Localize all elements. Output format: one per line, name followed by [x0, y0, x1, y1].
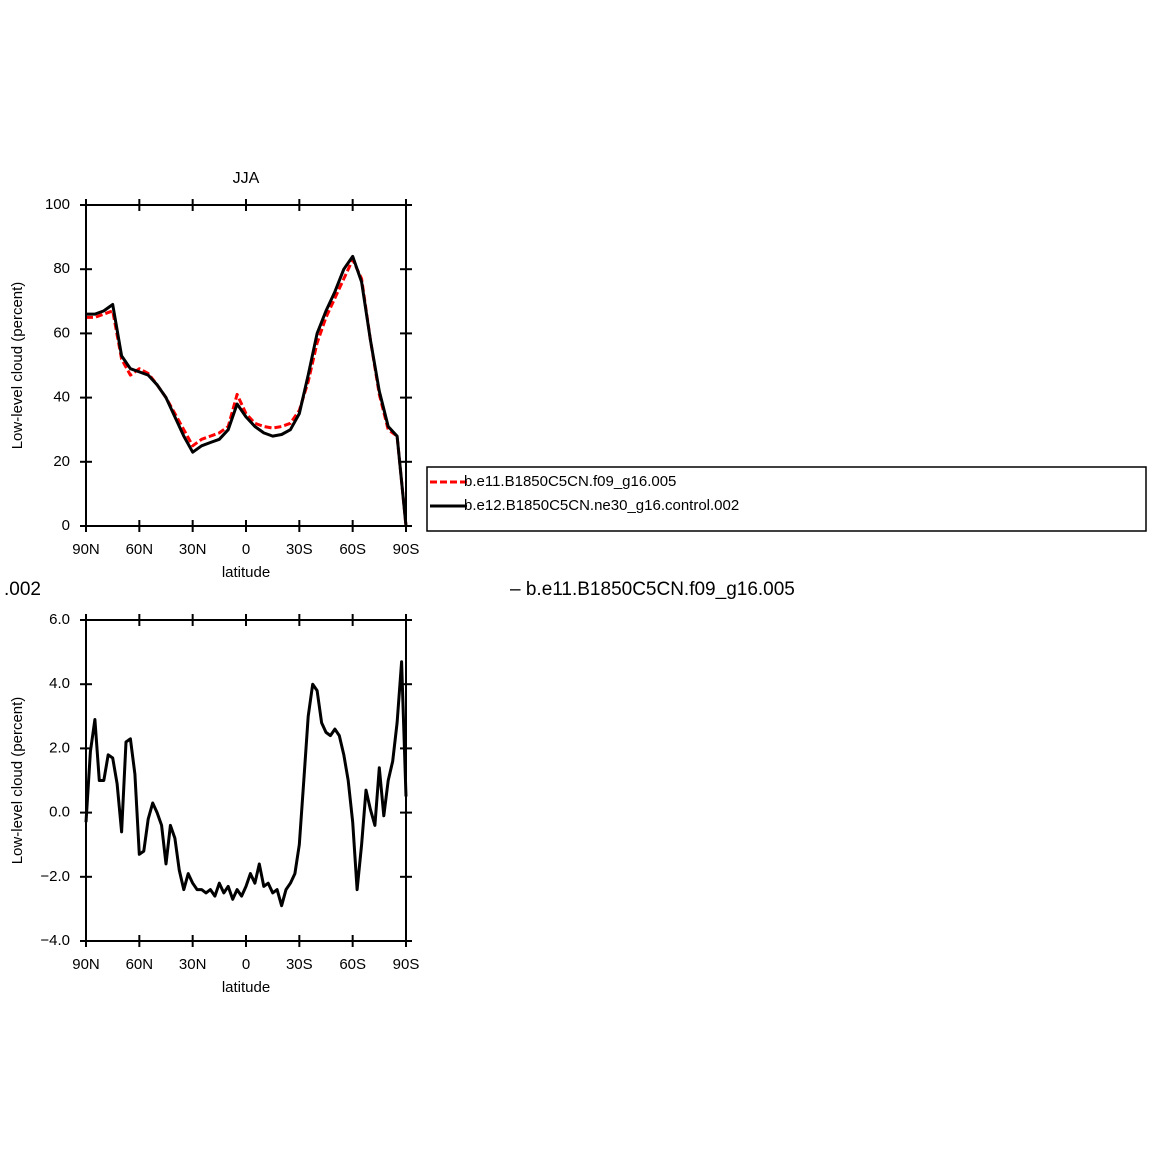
- x-tick-label: 60S: [339, 541, 366, 558]
- legend-label: b.e12.B1850C5CN.ne30_g16.control.002: [464, 497, 739, 514]
- x-axis-label: latitude: [222, 564, 270, 581]
- x-tick-label: 30N: [179, 956, 207, 973]
- chart-title: JJA: [233, 170, 260, 187]
- y-tick-label: 60: [53, 324, 70, 341]
- y-tick-label: 80: [53, 260, 70, 277]
- x-tick-label: 30N: [179, 541, 207, 558]
- x-tick-label: 30S: [286, 541, 313, 558]
- x-tick-label: 60N: [126, 956, 154, 973]
- data-line: [86, 258, 408, 527]
- x-tick-label: 90S: [393, 541, 420, 558]
- y-tick-label: 0: [62, 517, 70, 534]
- annotation: .002: [4, 579, 41, 600]
- x-tick-label: 0: [242, 541, 250, 558]
- plot-frame: [85, 204, 407, 527]
- x-tick-label: 60S: [339, 956, 366, 973]
- y-tick-label: −4.0: [40, 932, 70, 949]
- y-tick-label: 6.0: [49, 611, 70, 628]
- y-tick-label: 0.0: [49, 804, 70, 821]
- data-line: [86, 254, 408, 527]
- y-tick-label: 4.0: [49, 675, 70, 692]
- x-tick-label: 90S: [393, 956, 420, 973]
- x-tick-label: 90N: [72, 541, 100, 558]
- y-tick-label: −2.0: [40, 868, 70, 885]
- y-tick-label: 40: [53, 389, 70, 406]
- y-tick-label: 2.0: [49, 739, 70, 756]
- x-tick-label: 0: [242, 956, 250, 973]
- x-tick-label: 30S: [286, 956, 313, 973]
- x-tick-label: 60N: [126, 541, 154, 558]
- legend-frame: [426, 466, 1147, 532]
- y-tick-label: 100: [45, 196, 70, 213]
- x-tick-label: 90N: [72, 956, 100, 973]
- y-axis-label: Low-level cloud (percent): [9, 282, 26, 450]
- data-line: [84, 660, 408, 908]
- x-axis-label: latitude: [222, 979, 270, 996]
- legend-label: b.e11.B1850C5CN.f09_g16.005: [464, 473, 676, 490]
- y-axis-label: Low-level cloud (percent): [9, 697, 26, 865]
- annotation: – b.e11.B1850C5CN.f09_g16.005: [510, 579, 795, 600]
- y-tick-label: 20: [53, 453, 70, 470]
